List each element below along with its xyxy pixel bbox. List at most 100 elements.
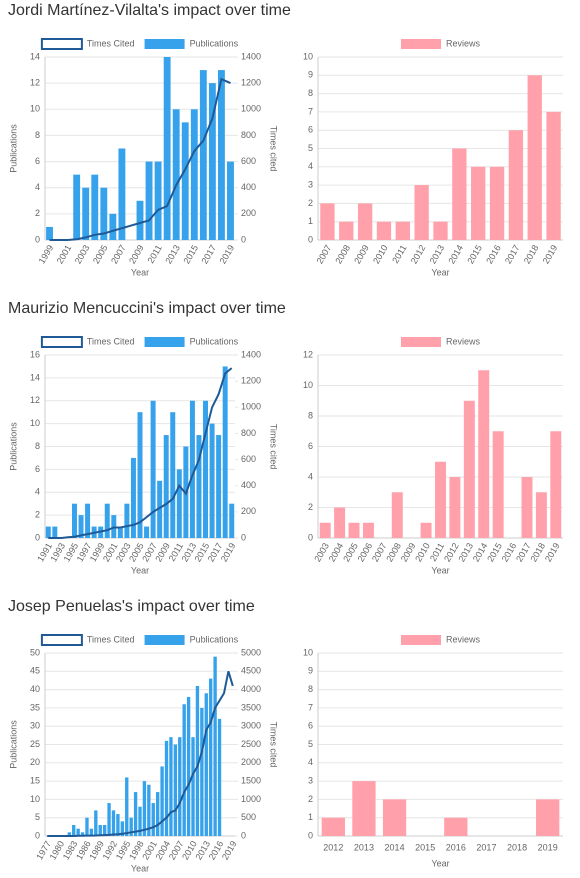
y2-tick-label: 600: [241, 454, 256, 464]
y2-tick-label: 0: [241, 234, 246, 244]
bar: [76, 828, 80, 836]
y-tick-label: 35: [30, 702, 40, 712]
bar: [362, 522, 374, 538]
y-tick-label: 6: [308, 125, 313, 135]
bar: [94, 810, 98, 836]
y-tick-label: 0: [35, 830, 40, 840]
y-tick-label: 40: [30, 684, 40, 694]
y-tick-label: 8: [35, 130, 40, 140]
y2-axis-title: Times cited: [269, 126, 279, 172]
bar: [173, 744, 178, 836]
bar: [521, 477, 533, 538]
x-axis-title: Year: [431, 858, 449, 868]
y-tick-label: 10: [30, 794, 40, 804]
y2-tick-label: 200: [241, 506, 256, 516]
x-axis-title: Year: [131, 565, 149, 575]
bar: [452, 148, 467, 240]
y-tick-label: 6: [308, 441, 313, 451]
bar: [471, 166, 486, 240]
legend-label: Times Cited: [87, 634, 135, 644]
bar: [67, 832, 71, 836]
y-tick-label: 8: [308, 684, 313, 694]
bar: [420, 522, 432, 538]
bar: [164, 740, 169, 836]
y-tick-label: 16: [30, 349, 40, 359]
line: [47, 671, 234, 837]
y-tick-label: 3: [308, 775, 313, 785]
bar: [78, 515, 84, 538]
y-tick-label: 8: [308, 88, 313, 98]
legend-label: Times Cited: [87, 38, 135, 48]
bar: [357, 203, 373, 240]
bar: [151, 803, 155, 836]
line: [48, 367, 233, 539]
bar: [118, 148, 126, 240]
legend-label: Publications: [190, 38, 239, 48]
legend-label: Reviews: [446, 38, 481, 48]
x-tick-label: 2013: [163, 243, 182, 265]
y-tick-label: 25: [30, 739, 40, 749]
y2-tick-label: 0: [241, 830, 246, 840]
x-tick-label: 2012: [323, 842, 343, 852]
bar: [449, 477, 461, 538]
bar: [72, 825, 76, 836]
bar: [130, 457, 136, 538]
y-tick-label: 0: [308, 830, 313, 840]
bar: [186, 696, 191, 836]
bar: [98, 825, 102, 836]
bar: [145, 161, 153, 240]
y2-tick-label: 400: [241, 480, 256, 490]
y2-tick-label: 2000: [241, 757, 261, 767]
y-tick-label: 4: [308, 471, 313, 481]
bar: [137, 412, 143, 538]
y2-tick-label: 3000: [241, 721, 261, 731]
bar: [182, 704, 186, 836]
y2-tick-label: 1400: [241, 51, 261, 61]
bar: [229, 503, 235, 538]
x-tick-label: 2013: [354, 842, 374, 852]
bar: [199, 70, 207, 240]
bar: [527, 75, 542, 240]
y-tick-label: 5: [35, 812, 40, 822]
bar: [550, 431, 562, 538]
y2-tick-label: 1000: [241, 794, 261, 804]
y2-tick-label: 1000: [241, 104, 261, 114]
y-tick-label: 0: [308, 532, 313, 542]
bar: [142, 781, 147, 836]
x-tick-label: 2005: [91, 243, 110, 265]
x-tick-label: 2017: [503, 243, 522, 265]
y-tick-label: 30: [30, 721, 40, 731]
bar: [546, 111, 561, 241]
y-tick-label: 10: [303, 380, 313, 390]
y-tick-label: 10: [303, 51, 313, 61]
y-tick-label: 8: [308, 410, 313, 420]
bar: [154, 161, 162, 240]
bar: [334, 507, 346, 538]
bar: [46, 226, 53, 240]
y2-tick-label: 400: [241, 182, 256, 192]
y-tick-label: 12: [30, 78, 40, 88]
x-axis-title: Year: [431, 267, 449, 277]
bar: [169, 737, 173, 836]
y2-tick-label: 500: [241, 812, 256, 822]
bar: [321, 817, 345, 836]
section-heading: Jordi Martínez-Vilalta's impact over tim…: [8, 2, 291, 19]
x-tick-label: 2019: [538, 842, 558, 852]
y2-tick-label: 4500: [241, 666, 261, 676]
bar: [172, 109, 180, 241]
bar: [71, 503, 77, 538]
bar: [203, 400, 209, 538]
x-tick-label: 2017: [199, 243, 218, 265]
bar: [85, 817, 89, 836]
x-tick-label: 2007: [109, 243, 128, 265]
y2-tick-label: 3500: [241, 702, 261, 712]
y2-axis-title: Times cited: [269, 722, 279, 768]
y-tick-label: 2: [308, 502, 313, 512]
bar: [463, 400, 475, 538]
bar: [160, 766, 164, 836]
y-tick-label: 10: [30, 104, 40, 114]
bar: [181, 122, 189, 240]
bar: [124, 503, 130, 538]
y2-tick-label: 600: [241, 156, 256, 166]
